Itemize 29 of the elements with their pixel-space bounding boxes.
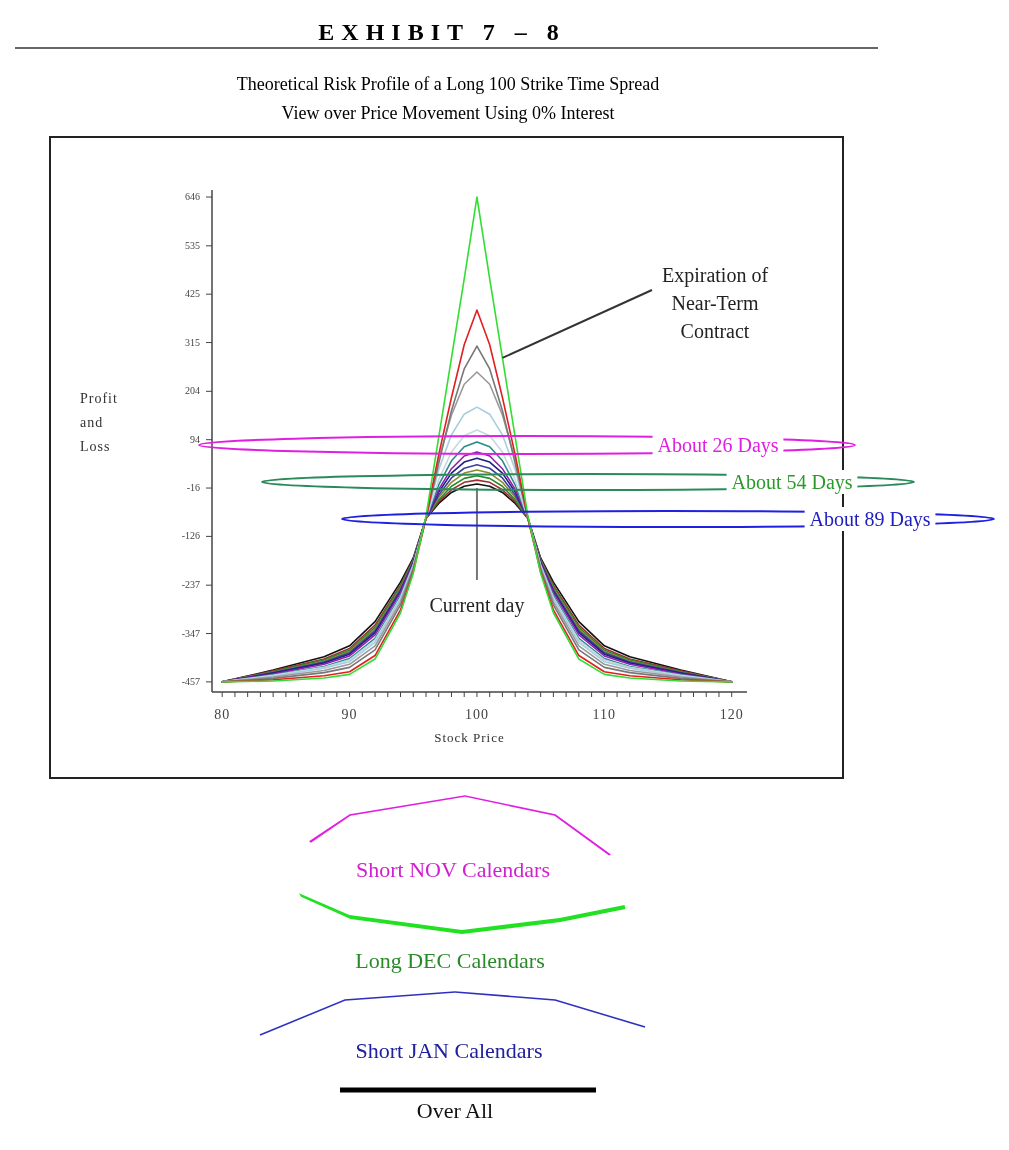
x-tick-label: 120 — [719, 707, 744, 722]
y-tick-label: -16 — [186, 482, 200, 494]
annotation: About 26 Days — [657, 434, 779, 457]
x-tick-label: 90 — [341, 707, 358, 722]
y-tick-label: 646 — [185, 191, 200, 203]
x-axis-title: Stock Price — [434, 730, 505, 745]
x-tick-label: 80 — [214, 707, 231, 722]
text: Long DEC Calendars — [355, 948, 545, 973]
x-tick-label: 110 — [592, 707, 617, 722]
text: Short JAN Calendars — [355, 1038, 543, 1063]
y-tick-label: 535 — [185, 239, 200, 251]
y-axis-title: Profit and Loss — [80, 391, 118, 454]
text: Short NOV Calendars — [356, 857, 550, 882]
y-tick-label: -126 — [181, 530, 200, 542]
text: Over All — [416, 1098, 494, 1123]
y-tick-label: -237 — [181, 579, 200, 591]
annotation: Current day — [429, 594, 525, 617]
annotation: Expiration of Near-Term Contract — [661, 264, 769, 342]
y-tick-label: -457 — [181, 675, 200, 687]
y-tick-label: -347 — [181, 627, 200, 639]
chart-title: EXHIBIT 7 – 8 — [318, 19, 566, 45]
text: About 89 Days — [809, 508, 931, 531]
chart-subtitle: Theoretical Risk Profile of a Long 100 Strike Time Spread View over Price Movement Using 0% Interest — [236, 74, 660, 123]
y-tick-label: 94 — [190, 433, 200, 445]
y-tick-label: 204 — [185, 385, 200, 397]
y-tick-label: 425 — [185, 288, 200, 300]
x-tick-label: 100 — [464, 707, 489, 722]
annotation: About 54 Days — [731, 471, 853, 494]
y-tick-label: 315 — [185, 336, 200, 348]
